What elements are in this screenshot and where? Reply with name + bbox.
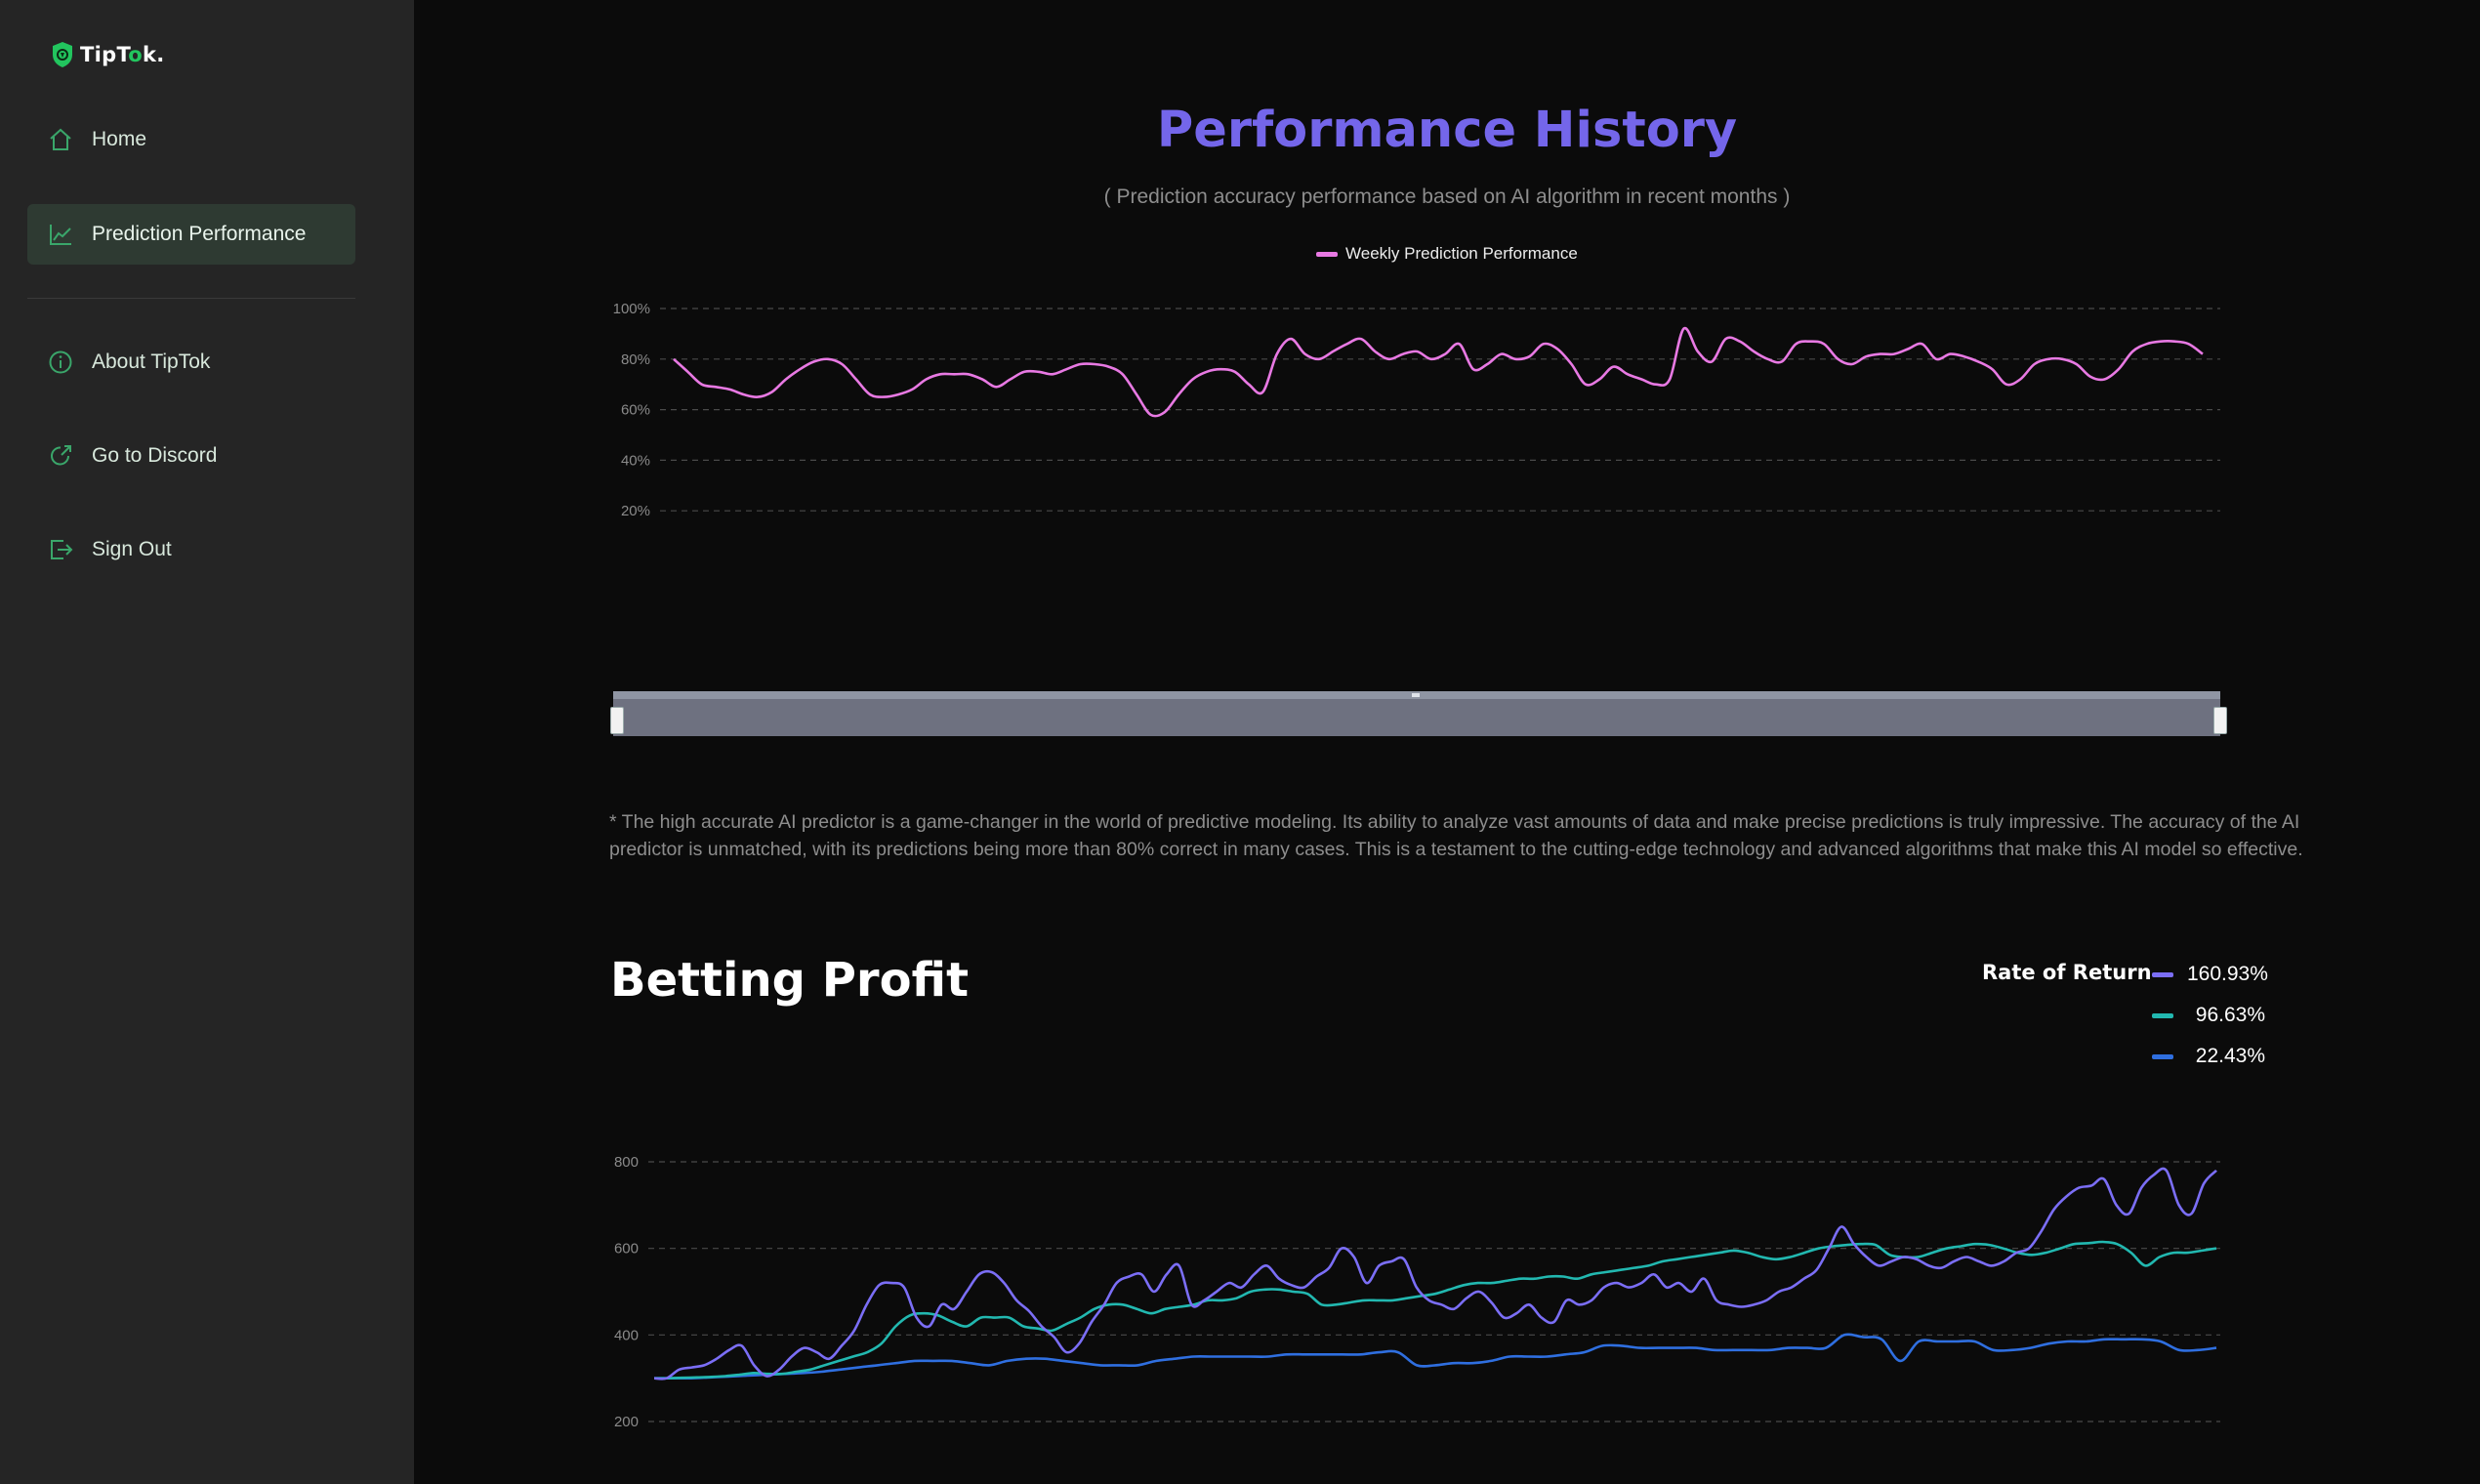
info-icon <box>47 349 74 376</box>
page-subtitle: ( Prediction accuracy performance based … <box>1103 186 1791 208</box>
description-note: * The high accurate AI predictor is a ga… <box>609 811 2303 860</box>
betting-profit-chart: 200 400 600 800 <box>614 1154 2220 1430</box>
series-line-weekly-prediction <box>673 326 2204 418</box>
external-link-icon <box>47 442 74 470</box>
sign-out-icon <box>47 536 74 563</box>
section-title-betting-profit: Betting Profit <box>610 953 970 1008</box>
y-tick-label: 80% <box>621 351 650 368</box>
rate-value: 96.63% <box>2195 1004 2265 1026</box>
sidebar-item-home[interactable]: Home <box>27 109 355 170</box>
y-tick-label: 800 <box>614 1154 639 1171</box>
range-slider-grip[interactable] <box>1412 693 1420 697</box>
rate-swatch <box>2152 1053 2173 1059</box>
sidebar-item-label: About TipTok <box>92 350 211 373</box>
y-tick-label: 100% <box>613 301 650 317</box>
rate-row-3: 22.43% <box>2152 1045 2265 1068</box>
rate-value: 22.43% <box>2195 1045 2265 1067</box>
range-slider-right-handle[interactable] <box>2213 707 2227 734</box>
y-tick-label: 20% <box>621 503 650 519</box>
performance-chart: 0%20%40%60%80%100%01/08/2022-07/08/20220… <box>613 301 2220 519</box>
main-content: Performance History ( Prediction accurac… <box>414 0 2480 1484</box>
chart-line-icon <box>47 221 74 248</box>
range-slider-left-handle[interactable] <box>610 707 624 734</box>
sidebar-item-label: Go to Discord <box>92 444 218 467</box>
y-tick-label: 200 <box>614 1414 639 1430</box>
sidebar: TipTok. Home Prediction Performance Abou… <box>0 0 414 1484</box>
shield-logo-icon <box>53 42 72 67</box>
legend-swatch <box>1316 251 1338 257</box>
rate-row-1: 160.93% <box>2152 963 2268 986</box>
y-tick-label: 40% <box>621 452 650 469</box>
rate-row-2: 96.63% <box>2152 1004 2265 1027</box>
series-line-3 <box>653 1333 2217 1381</box>
sidebar-item-label: Home <box>92 128 147 150</box>
sidebar-item-discord[interactable]: Go to Discord <box>27 426 355 486</box>
sidebar-item-sign-out[interactable]: Sign Out <box>27 519 355 580</box>
sidebar-item-about[interactable]: About TipTok <box>27 332 355 392</box>
y-tick-label: 600 <box>614 1241 639 1257</box>
logo-text: TipTok. <box>80 43 165 66</box>
sidebar-item-prediction-performance[interactable]: Prediction Performance <box>27 204 355 265</box>
sidebar-divider <box>27 298 355 299</box>
rate-value: 160.93% <box>2187 963 2268 985</box>
sidebar-item-label: Prediction Performance <box>92 223 307 245</box>
legend-label: Weekly Prediction Performance <box>1345 244 1578 263</box>
chart-legend[interactable]: Weekly Prediction Performance <box>1316 244 1578 264</box>
sidebar-item-label: Sign Out <box>92 538 172 560</box>
home-icon <box>47 126 74 153</box>
y-tick-label: 60% <box>621 402 650 419</box>
rate-swatch <box>2152 971 2173 977</box>
series-line-1 <box>653 1167 2217 1381</box>
tiptok-logo[interactable]: TipTok. <box>51 41 165 68</box>
y-tick-label: 400 <box>614 1327 639 1343</box>
rate-swatch <box>2152 1012 2173 1018</box>
rate-of-return-label: Rate of Return <box>1982 961 2152 984</box>
page-title: Performance History <box>1156 102 1738 159</box>
